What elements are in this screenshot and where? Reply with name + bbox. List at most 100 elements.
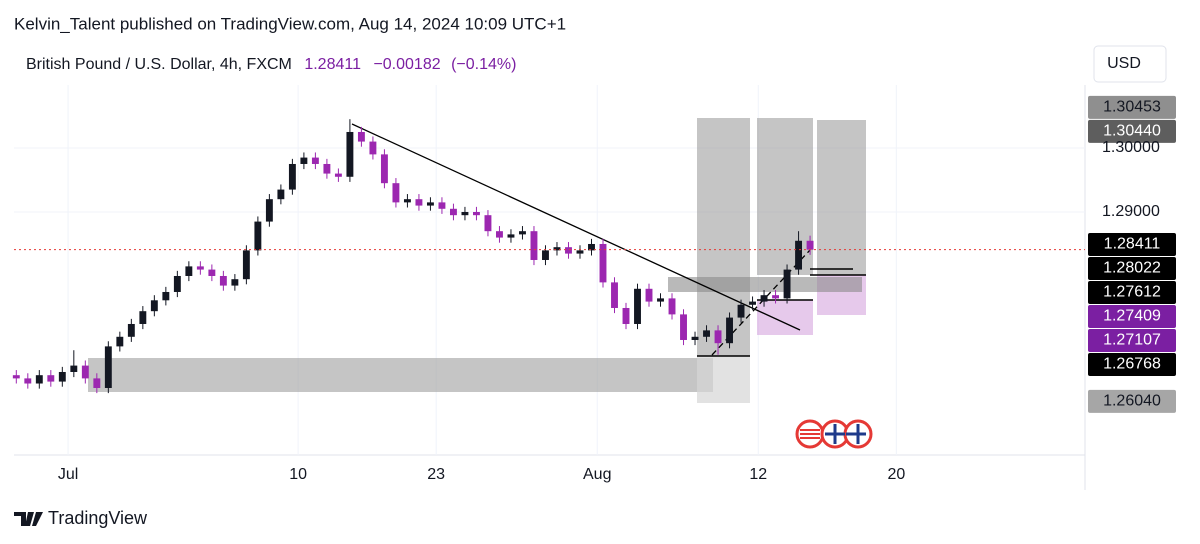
candle-body: [438, 202, 446, 209]
box: [817, 120, 866, 275]
candle-body: [611, 282, 618, 308]
candle-body: [392, 183, 400, 203]
candle-body: [357, 131, 365, 142]
candle-body: [680, 314, 687, 340]
price-label-box: [1088, 280, 1176, 304]
candle-body: [380, 154, 388, 184]
candle-body: [93, 378, 101, 388]
candle-body: [473, 211, 480, 216]
price-label: 1.26040: [1103, 393, 1161, 410]
candle-body: [496, 231, 503, 238]
price-labels: 1.30453 1.30440 1.28411 1.28022 1.27612 1.274…: [1088, 95, 1176, 413]
candle-body: [139, 311, 147, 324]
candle-body: [519, 231, 526, 235]
band: [668, 277, 862, 292]
candle-body: [565, 247, 572, 254]
candle-body: [634, 288, 641, 324]
candle-body: [24, 378, 32, 384]
candle-body: [806, 240, 814, 250]
currency[interactable]: USD: [1107, 55, 1141, 72]
box: [697, 118, 750, 356]
price-label-box: [1088, 95, 1176, 119]
event-flags: [795, 419, 873, 449]
candle-body: [173, 275, 181, 292]
candle-body: [162, 291, 170, 301]
candle-body: [726, 317, 733, 344]
price-label-box: [1088, 119, 1176, 143]
price-label-box: [1088, 304, 1176, 328]
candle-body: [231, 279, 239, 286]
price-label-box: [1088, 232, 1176, 256]
candle-body: [461, 211, 469, 216]
candle-body: [369, 141, 377, 155]
candle-body: [703, 330, 710, 337]
candle-body: [311, 157, 319, 164]
candle-body: [300, 157, 308, 164]
box: [757, 118, 813, 275]
x-tick-label: Jul: [58, 466, 78, 483]
candle-body: [196, 266, 204, 270]
price-label: 1.28411: [1104, 236, 1161, 253]
publisher: Kelvin_Talent published on TradingView.c…: [14, 14, 566, 33]
candle-body: [542, 250, 549, 260]
candle-body: [208, 269, 216, 276]
candle-body: [588, 243, 595, 251]
brand: TradingView: [48, 508, 148, 528]
symbol-line: British Pound / U.S. Dollar, 4h, FXCM 1.…: [26, 56, 516, 73]
candle-body: [104, 346, 112, 388]
symbol: British Pound / U.S. Dollar, 4h, FXCM: [26, 56, 292, 73]
zone: [88, 358, 713, 392]
candle-body: [127, 323, 135, 337]
last-price: 1.28411: [304, 56, 361, 73]
price-label: 1.30440: [1103, 123, 1161, 140]
price-label-box: [1088, 389, 1176, 413]
candle-body: [783, 269, 791, 299]
candle-body: [116, 336, 124, 347]
candle-body: [576, 250, 584, 254]
candle-body: [426, 202, 434, 206]
candle-body: [772, 295, 779, 299]
candle-body: [346, 131, 354, 177]
candle-body: [219, 275, 227, 286]
x-tick-label: 23: [427, 466, 445, 483]
candle-body: [415, 199, 423, 206]
candle-body: [737, 304, 745, 318]
candle-body: [795, 240, 803, 270]
candle-body: [403, 199, 411, 203]
candle-body: [288, 163, 296, 190]
currency-box[interactable]: [1093, 45, 1167, 83]
price-label-box: [1088, 256, 1176, 280]
candle-body: [35, 375, 43, 384]
price-label: 1.30453: [1103, 99, 1161, 116]
flag-stripes: [800, 429, 820, 439]
y-tick-label: 1.30000: [1102, 139, 1160, 156]
candle-body: [185, 266, 193, 276]
candle-body: [334, 173, 342, 177]
candle-body: [599, 243, 607, 283]
candle-body: [242, 250, 250, 280]
price-label: 1.27409: [1103, 308, 1161, 325]
price-label: 1.28022: [1103, 260, 1161, 277]
change-pct: (−0.14%): [451, 56, 516, 73]
candle-body: [749, 301, 756, 305]
candle-body: [70, 365, 78, 372]
price-label: 1.26768: [1103, 356, 1161, 373]
candle-body: [691, 336, 699, 340]
candle-body: [265, 199, 273, 222]
candle-body: [668, 298, 676, 315]
candle-body: [530, 231, 538, 260]
price-label-box: [1088, 328, 1176, 352]
candle-body: [760, 295, 768, 302]
candle-body: [484, 215, 492, 232]
x-tick-label: 12: [749, 466, 767, 483]
candle-body: [507, 234, 515, 238]
candle-body: [714, 330, 722, 344]
trendline: [351, 123, 801, 331]
change: −0.00182: [373, 56, 440, 73]
candle-body: [645, 288, 653, 302]
candle-body: [657, 298, 664, 302]
flag-cross: [825, 424, 866, 444]
box: [697, 356, 750, 403]
candle-body: [277, 189, 285, 200]
